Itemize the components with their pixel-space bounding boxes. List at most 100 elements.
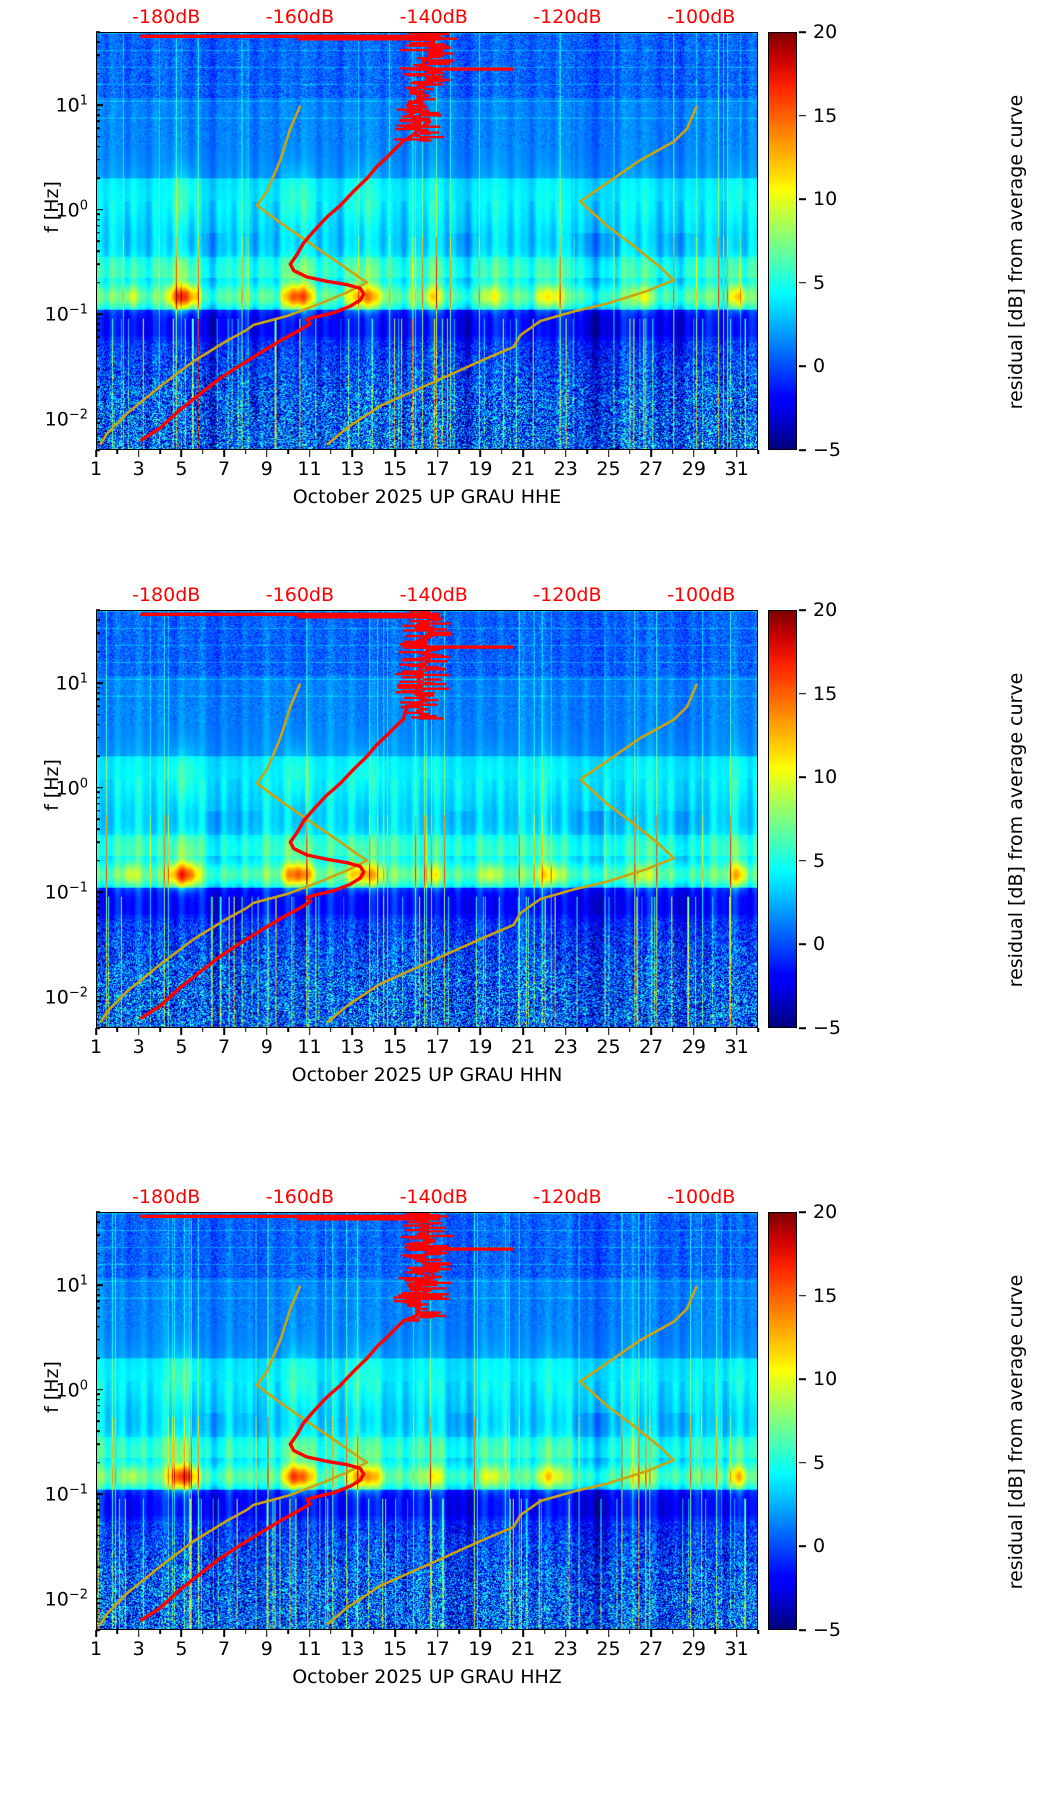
colorbar-tick-mark xyxy=(799,365,806,368)
x-axis-tick-mark xyxy=(266,1630,268,1637)
colorbar-hhn xyxy=(768,610,797,1028)
x-axis-tick-mark xyxy=(223,1630,225,1637)
x-axis-tick-label: 25 xyxy=(596,1036,621,1058)
spectrogram-axes-hhz xyxy=(96,1212,758,1630)
x-axis-tick-label: 3 xyxy=(132,1638,145,1660)
y-axis-minor-tick xyxy=(96,818,100,820)
x-axis-minor-tick xyxy=(287,1028,289,1032)
y-axis-minor-tick xyxy=(96,692,100,694)
x-axis-tick-label: 11 xyxy=(297,1036,322,1058)
x-axis-tick-mark xyxy=(180,450,183,457)
y-axis-minor-tick xyxy=(96,135,100,138)
x-axis-tick-label: 15 xyxy=(382,1638,408,1660)
y-axis-minor-tick xyxy=(96,802,100,805)
colorbar-ticks-hhe: 20 15 10 5 0 −5 xyxy=(799,21,859,461)
x-axis-minor-tick xyxy=(500,1028,503,1032)
x-axis-minor-tick xyxy=(244,1630,247,1634)
x-axis-minor-tick xyxy=(116,1028,119,1032)
y-axis-minor-tick xyxy=(96,1430,100,1432)
y-axis-minor-tick xyxy=(96,1357,100,1359)
colorbar-tick-mark xyxy=(799,114,806,117)
y-axis-minor-tick xyxy=(96,922,100,925)
y-axis-tick-label: 10−1 xyxy=(44,1482,88,1506)
x-axis-tick-mark xyxy=(693,1630,695,1637)
x-axis-minor-tick xyxy=(757,450,759,454)
colorbar-gradient-hhz xyxy=(769,1213,796,1629)
y-axis-tick-mark xyxy=(96,995,103,998)
x-axis-minor-tick xyxy=(159,450,161,454)
noise-model-curve xyxy=(99,1285,369,1626)
x-axis-tick-label: 17 xyxy=(425,458,450,480)
db-axis-top-hhz: -180dB -160dB -140dB -120dB -100dB xyxy=(96,1186,758,1212)
x-axis-tick-label: 13 xyxy=(340,1638,365,1660)
colorbar-tick-label: 20 xyxy=(813,599,838,621)
y-axis-minor-tick xyxy=(96,896,100,898)
x-axis-tick-label: 27 xyxy=(639,458,664,480)
y-axis-tick-mark xyxy=(96,1284,103,1286)
x-axis-minor-tick xyxy=(415,1028,418,1032)
x-axis-tick-mark xyxy=(180,1630,183,1637)
y-axis-minor-tick xyxy=(96,114,100,116)
y-axis-minor-tick xyxy=(96,240,100,242)
x-axis-minor-tick xyxy=(671,450,674,454)
colorbar-label-hhn: residual [dB] from average curve xyxy=(1005,672,1027,988)
x-axis-minor-tick xyxy=(330,1028,332,1032)
x-axis-ticks-hhe: 1 3 5 7 9 11 13 15 17 19 21 23 25 27 29 31 xyxy=(90,450,759,484)
colorbar-tick-mark xyxy=(799,282,806,284)
x-axis-tick-mark xyxy=(436,450,439,457)
y-axis-minor-tick xyxy=(96,619,100,621)
x-axis-minor-tick xyxy=(543,1028,546,1032)
x-axis-tick-label: 19 xyxy=(468,458,493,480)
colorbar-tick-mark xyxy=(799,31,806,33)
y-axis-label-hhn: f [Hz] xyxy=(41,759,63,811)
x-axis-minor-tick xyxy=(330,1630,332,1634)
x-axis-minor-tick xyxy=(586,450,588,454)
y-axis-tick-mark xyxy=(96,1388,103,1391)
y-axis-minor-tick xyxy=(96,609,100,611)
x-axis-tick-mark xyxy=(351,1630,354,1637)
y-axis-minor-tick xyxy=(96,263,100,265)
colorbar-tick-mark xyxy=(799,198,806,200)
x-axis-tick-label: 9 xyxy=(260,458,273,480)
y-axis-tick-label: 10−1 xyxy=(44,302,88,326)
colorbar-tick-label: 5 xyxy=(813,849,826,872)
noise-model-curve xyxy=(326,683,699,1024)
y-axis-tick-label: 100 xyxy=(55,1377,88,1402)
y-axis-minor-tick xyxy=(96,329,100,331)
colorbar-hhe xyxy=(768,32,797,450)
x-axis-tick-label: 29 xyxy=(681,1036,706,1058)
y-axis-minor-tick xyxy=(96,158,100,161)
x-axis-tick-mark xyxy=(394,450,396,457)
y-axis-ticks-hhe: 101 100 10−1 10−2 xyxy=(20,32,88,450)
x-axis-minor-tick xyxy=(458,1630,460,1634)
y-axis-minor-tick xyxy=(96,31,100,33)
x-axis-tick-label: 1 xyxy=(89,458,103,480)
colorbar-tick-label: −5 xyxy=(813,1619,842,1641)
x-axis-tick-label: 5 xyxy=(175,1036,188,1058)
y-axis-minor-tick xyxy=(96,632,100,634)
x-axis-tick-mark xyxy=(522,1630,524,1637)
colorbar-label-hhz: residual [dB] from average curve xyxy=(1005,1274,1027,1590)
db-axis-tick-label: -120dB xyxy=(533,6,602,28)
y-axis-minor-tick xyxy=(96,1411,100,1414)
x-axis-minor-tick xyxy=(543,450,546,454)
psd-average-curve xyxy=(139,1222,443,1623)
y-axis-minor-tick xyxy=(96,145,100,148)
y-axis-minor-tick xyxy=(96,1307,100,1309)
y-axis-minor-tick xyxy=(96,177,100,179)
x-axis-tick-label: 17 xyxy=(425,1638,450,1660)
x-axis-minor-tick xyxy=(287,1630,289,1634)
x-axis-tick-mark xyxy=(607,1630,610,1637)
curve-overlay-hhn xyxy=(99,611,699,1024)
x-axis-tick-label: 7 xyxy=(218,458,231,480)
psd-average-curve xyxy=(139,41,444,443)
y-axis-minor-tick xyxy=(96,796,100,799)
db-axis-top-hhe: -180dB -160dB -140dB -120dB -100dB xyxy=(96,6,758,32)
x-axis-tick-mark xyxy=(308,1028,311,1035)
x-axis-minor-tick xyxy=(202,1630,204,1634)
x-axis-minor-tick xyxy=(629,1630,631,1634)
y-axis-minor-tick xyxy=(96,433,100,436)
x-axis-tick-label: 13 xyxy=(340,1036,365,1058)
colorbar-tick-mark xyxy=(799,1462,806,1464)
x-axis-minor-tick xyxy=(543,1630,546,1634)
